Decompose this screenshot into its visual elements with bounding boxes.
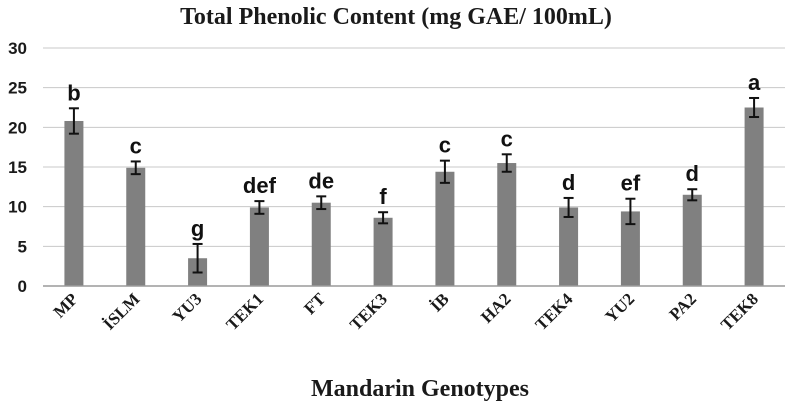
bar [620, 211, 640, 286]
gridlines [43, 47, 785, 247]
x-axis-ticks: MP İSLM YU3 TEK1 FT TEK3 İB HA2 TEK4 YU2 PA2 TEK8 [50, 289, 762, 334]
y-tick-label: 15 [8, 158, 27, 177]
y-axis-ticks: 0 5 10 15 20 25 30 [8, 39, 27, 296]
significance-letter: d [562, 170, 575, 195]
x-tick-label: FT [300, 289, 329, 318]
x-tick-label: MP [50, 289, 82, 321]
y-tick-label: 5 [18, 237, 27, 256]
x-tick-label: HA2 [477, 289, 514, 326]
significance-letter: b [67, 80, 80, 105]
x-tick-label: YU3 [169, 289, 206, 326]
significance-letter: c [439, 133, 451, 158]
significance-letter: ef [621, 171, 641, 196]
x-tick-label: PA2 [665, 289, 700, 324]
y-tick-label: 20 [8, 118, 27, 137]
bar [126, 167, 146, 286]
bar [249, 207, 269, 286]
bar [559, 207, 579, 286]
x-tick-label: İSLM [99, 289, 143, 333]
significance-letter: c [130, 133, 142, 158]
significance-letter: c [501, 126, 513, 151]
x-tick-label: TEK4 [532, 289, 577, 334]
bar [311, 202, 331, 286]
significance-letter: g [191, 216, 204, 241]
significance-letter: d [686, 161, 699, 186]
x-tick-label: İB [427, 289, 453, 315]
x-tick-label: TEK3 [346, 289, 391, 334]
x-axis-label: Mandarin Genotypes [311, 376, 529, 402]
significance-letter: de [308, 168, 334, 193]
chart-title: Total Phenolic Content (mg GAE/ 100mL) [180, 4, 612, 30]
significance-letter: f [379, 184, 387, 209]
bar [373, 217, 393, 286]
bar [435, 171, 455, 286]
significance-letter: a [748, 70, 761, 95]
x-tick-label: TEK1 [222, 289, 267, 334]
significance-letter: def [243, 173, 277, 198]
bar [497, 163, 517, 286]
y-tick-label: 30 [8, 39, 27, 58]
bar [682, 194, 702, 286]
x-tick-label: TEK8 [717, 289, 762, 334]
y-tick-label: 10 [8, 198, 27, 217]
bar [64, 120, 84, 286]
x-tick-label: YU2 [601, 289, 638, 326]
y-tick-label: 0 [18, 277, 27, 296]
bar [744, 107, 764, 286]
y-tick-label: 25 [8, 79, 27, 98]
